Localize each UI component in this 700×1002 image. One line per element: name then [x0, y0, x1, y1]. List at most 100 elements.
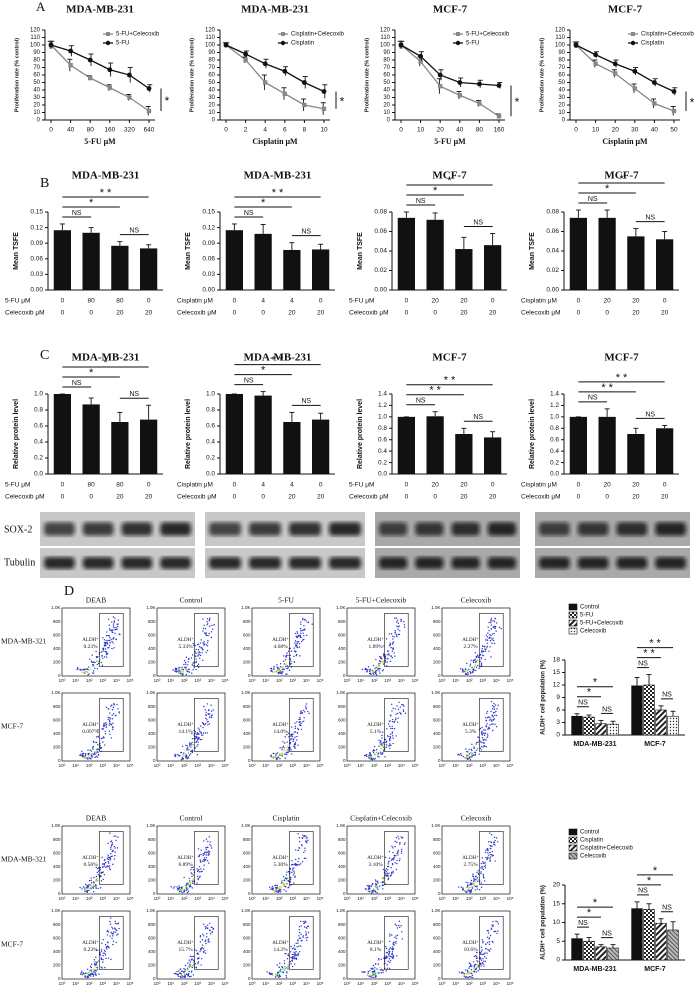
cell-dot	[380, 958, 382, 961]
cell-dot	[370, 758, 372, 761]
flow-x-tick: 10⁴	[303, 763, 310, 768]
significance-label: * *	[100, 187, 112, 199]
gate	[194, 613, 219, 667]
cell-dot	[208, 851, 211, 853]
treatment-label: 5-FU μM	[349, 482, 374, 489]
cell-dot	[459, 668, 462, 670]
flow-y-tick: 800	[433, 922, 441, 927]
cell-dot	[493, 708, 496, 710]
chart-title: MDA-MB-231	[241, 4, 309, 16]
y-tick-label: 0.8	[378, 425, 387, 432]
cell-dot	[481, 736, 484, 739]
cell-dot	[107, 854, 109, 857]
cell-dot	[286, 741, 288, 743]
cell-dot	[492, 719, 494, 721]
cell-dot	[117, 625, 119, 628]
flow-y-tick: 400	[148, 864, 156, 869]
cell-dot	[291, 965, 294, 968]
cell-dot	[481, 741, 483, 744]
cell-dot	[101, 856, 103, 858]
gate-label: ALDH⁺	[367, 722, 384, 728]
x-tick-label: 40	[67, 127, 75, 134]
cell-dot	[492, 639, 495, 642]
cell-dot	[279, 890, 281, 892]
cell-dot	[290, 876, 292, 879]
cell-dot	[384, 856, 387, 859]
y-tick-label: 30	[33, 95, 40, 101]
cell-dot	[201, 738, 203, 741]
gate	[384, 698, 409, 752]
cell-dot	[197, 961, 199, 963]
cell-dot	[389, 740, 391, 742]
flow-x-tick: 10¹	[167, 981, 174, 986]
cell-dot	[476, 871, 478, 874]
cell-dot	[391, 946, 394, 948]
point	[146, 108, 152, 114]
cell-dot	[488, 950, 491, 952]
y-tick-label: 10	[383, 110, 390, 116]
cell-dot	[483, 865, 486, 868]
cell-dot	[488, 854, 490, 856]
cell-dot	[102, 958, 104, 961]
cell-dot	[202, 852, 204, 855]
flow-x-tick: 10⁴	[208, 763, 215, 768]
cell-dot	[291, 860, 293, 862]
cell-dot	[396, 635, 398, 638]
cell-dot	[484, 738, 486, 741]
cell-dot	[389, 642, 391, 644]
cell-dot	[377, 755, 379, 757]
cell-dot	[203, 864, 205, 866]
y-tick-label: 0.4	[206, 439, 215, 446]
cell-dot	[459, 754, 461, 756]
cell-dot	[485, 720, 488, 722]
treatment-value: 0	[577, 310, 581, 317]
cell-dot	[473, 666, 476, 668]
cell-dot	[311, 623, 313, 625]
flow-y-tick: 400	[148, 731, 156, 736]
cell-dot	[481, 726, 483, 729]
cell-dot	[187, 882, 190, 884]
point	[632, 68, 638, 74]
flow-x-tick: 10⁰	[154, 981, 161, 986]
cell-dot	[203, 923, 205, 926]
cell-dot	[494, 626, 496, 628]
bar	[254, 395, 272, 474]
y-tick-label: 70	[208, 65, 215, 71]
plot-frame	[61, 607, 131, 677]
cell-dot	[378, 667, 380, 670]
cell-dot	[86, 968, 89, 971]
cell-dot	[105, 957, 107, 960]
cell-dot	[298, 836, 301, 839]
flow-x-tick: 10⁵	[507, 981, 514, 986]
cell-dot	[385, 871, 387, 873]
cell-dot	[77, 668, 79, 670]
cell-dot	[99, 869, 101, 871]
cell-dot	[206, 719, 208, 721]
cell-dot	[181, 668, 183, 670]
cell-dot	[392, 638, 394, 640]
point	[68, 48, 73, 54]
cell-dot	[293, 655, 295, 657]
cell-dot	[480, 749, 483, 751]
cell-dot	[110, 737, 113, 739]
series-line	[50, 44, 150, 90]
cell-dot	[189, 963, 191, 966]
flow-y-tick: 800	[53, 704, 61, 709]
cell-dot	[394, 708, 396, 710]
y-axis-label: Mean TSFE	[357, 232, 364, 270]
cell-dot	[191, 955, 193, 958]
y-tick-label: 110	[555, 35, 565, 41]
flow-x-tick: 10⁵	[412, 763, 419, 768]
cell-dot	[375, 883, 378, 886]
cell-dot	[292, 874, 295, 876]
cell-dot	[387, 875, 389, 877]
cell-dot	[192, 880, 194, 883]
y-tick-label: 0.2	[34, 455, 43, 462]
cell-dot	[473, 883, 475, 886]
bar	[111, 422, 129, 474]
cell-dot	[187, 883, 189, 886]
cell-dot	[107, 931, 110, 933]
y-tick-label: 50	[33, 80, 40, 86]
gate-label: ALDH⁺	[82, 855, 99, 861]
cell-dot	[187, 975, 189, 977]
